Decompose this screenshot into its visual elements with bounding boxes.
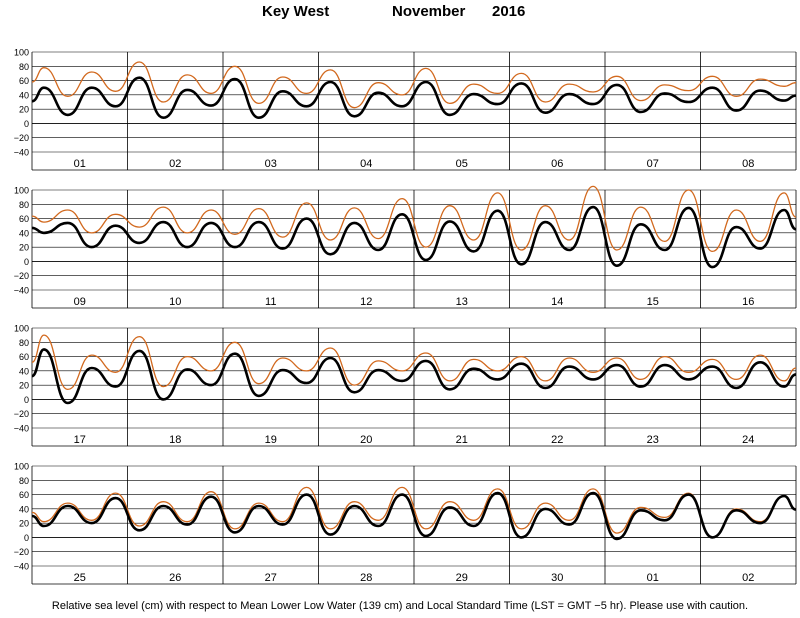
day-label: 19 — [265, 434, 277, 446]
day-label: 02 — [742, 572, 754, 584]
y-tick-label: 80 — [19, 476, 29, 486]
predicted-series-line — [31, 185, 797, 253]
y-tick-label: −40 — [14, 148, 29, 158]
predicted-series-line — [31, 334, 797, 391]
day-label: 20 — [360, 434, 372, 446]
y-tick-label: −20 — [14, 133, 29, 143]
y-tick-label: 0 — [24, 119, 29, 129]
y-tick-label: 100 — [14, 324, 29, 334]
y-tick-label: −20 — [14, 547, 29, 557]
chart-title-location: Key West — [262, 3, 330, 20]
y-tick-label: 20 — [19, 105, 29, 115]
predicted-series-line — [31, 61, 797, 109]
y-tick-label: −40 — [14, 286, 29, 296]
y-tick-label: 0 — [24, 533, 29, 543]
day-label: 16 — [742, 296, 754, 308]
day-label: 01 — [74, 158, 86, 170]
y-tick-label: 60 — [19, 76, 29, 86]
day-label: 04 — [360, 158, 372, 170]
day-label: 05 — [456, 158, 468, 170]
day-label: 10 — [169, 296, 181, 308]
y-tick-label: 100 — [14, 48, 29, 58]
day-label: 03 — [265, 158, 277, 170]
observed-series-line — [31, 348, 797, 405]
y-tick-label: 20 — [19, 381, 29, 391]
day-label: 01 — [647, 572, 659, 584]
chart-title-year: 2016 — [492, 3, 526, 20]
day-label: 27 — [265, 572, 277, 584]
chart-title-period: November — [392, 3, 466, 20]
day-label: 17 — [74, 434, 86, 446]
y-tick-label: 80 — [19, 338, 29, 348]
day-label: 09 — [74, 296, 86, 308]
y-tick-label: 100 — [14, 186, 29, 196]
day-label: 06 — [551, 158, 563, 170]
y-tick-label: 80 — [19, 200, 29, 210]
day-label: 13 — [456, 296, 468, 308]
y-tick-label: 0 — [24, 395, 29, 405]
day-label: 11 — [265, 296, 276, 308]
day-label: 30 — [551, 572, 563, 584]
day-label: 22 — [551, 434, 563, 446]
y-tick-label: 20 — [19, 243, 29, 253]
observed-series-line — [31, 491, 797, 541]
day-label: 23 — [647, 434, 659, 446]
day-label: 14 — [551, 296, 563, 308]
day-label: 21 — [456, 434, 468, 446]
y-tick-label: 40 — [19, 366, 29, 376]
observed-series-line — [31, 76, 797, 119]
y-tick-label: 0 — [24, 257, 29, 267]
y-tick-label: 100 — [14, 462, 29, 472]
y-tick-label: 60 — [19, 490, 29, 500]
day-label: 02 — [169, 158, 181, 170]
observed-series-line — [31, 205, 797, 269]
y-tick-label: 60 — [19, 214, 29, 224]
day-label: 28 — [360, 572, 372, 584]
day-label: 08 — [742, 158, 754, 170]
y-tick-label: −20 — [14, 271, 29, 281]
y-tick-label: 60 — [19, 352, 29, 362]
y-tick-label: 40 — [19, 90, 29, 100]
day-label: 26 — [169, 572, 181, 584]
day-label: 07 — [647, 158, 659, 170]
day-label: 29 — [456, 572, 468, 584]
y-tick-label: −40 — [14, 562, 29, 572]
y-tick-label: 40 — [19, 228, 29, 238]
y-tick-label: 40 — [19, 504, 29, 514]
day-label: 15 — [647, 296, 659, 308]
y-tick-label: −40 — [14, 424, 29, 434]
y-tick-label: 20 — [19, 519, 29, 529]
footer-caption: Relative sea level (cm) with respect to … — [51, 600, 749, 612]
day-label: 25 — [74, 572, 86, 584]
y-tick-label: −20 — [14, 409, 29, 419]
y-tick-label: 80 — [19, 62, 29, 72]
day-label: 24 — [742, 434, 754, 446]
day-label: 18 — [169, 434, 181, 446]
day-label: 12 — [360, 296, 372, 308]
